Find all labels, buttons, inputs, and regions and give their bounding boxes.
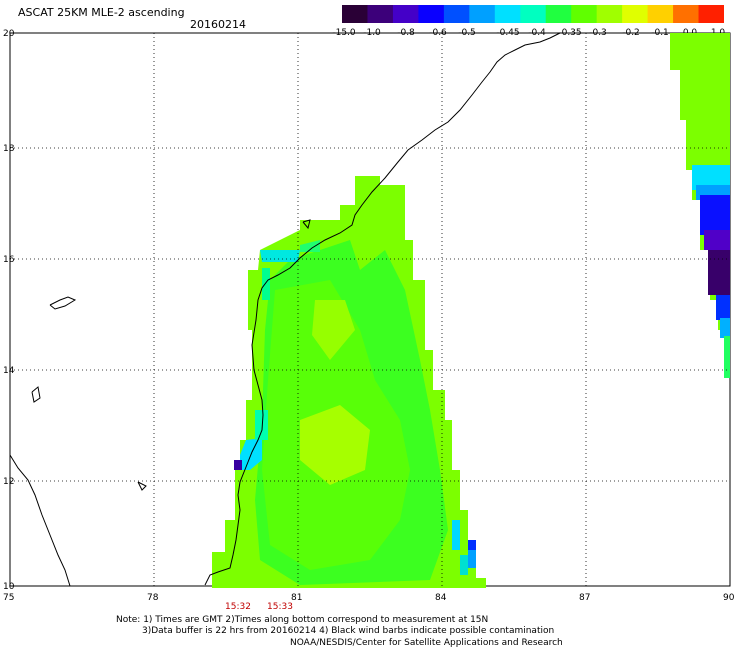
lat-label: 10 <box>3 582 15 592</box>
colorbar <box>342 5 724 23</box>
time-label: 15:33 <box>267 602 293 612</box>
colorbar-cell <box>367 5 394 23</box>
colorbar-cell <box>596 5 623 23</box>
lat-label: 12 <box>3 477 14 487</box>
colorbar-cell <box>443 5 470 23</box>
map-date: 20160214 <box>190 18 246 31</box>
lat-label: 14 <box>3 366 15 376</box>
coastline <box>9 32 561 587</box>
lon-label: 84 <box>435 593 447 603</box>
graticule <box>10 33 730 586</box>
colorbar-cells <box>342 5 724 23</box>
map-title: ASCAT 25KM MLE-2 ascending <box>18 6 185 19</box>
lon-labels: 75 78 81 84 87 90 <box>3 593 735 603</box>
lat-label: 20 <box>3 29 15 39</box>
colorbar-cell <box>342 5 368 23</box>
colorbar-cell <box>418 5 445 23</box>
colorbar-cell <box>392 5 419 23</box>
wind-swath-east <box>670 33 730 378</box>
notes: Note: 1) Times are GMT 2)Times along bot… <box>116 615 554 637</box>
colorbar-cell <box>494 5 521 23</box>
credit: NOAA/NESDIS/Center for Satellite Applica… <box>290 638 563 648</box>
colorbar-cell <box>545 5 572 23</box>
lon-label: 81 <box>291 593 302 603</box>
lon-label: 78 <box>147 593 159 603</box>
lon-label: 87 <box>579 593 590 603</box>
lat-label: 18 <box>3 144 15 154</box>
colorbar-cell <box>571 5 598 23</box>
lon-label: 90 <box>723 593 735 603</box>
lat-labels: 20 18 16 14 12 10 <box>3 29 15 592</box>
colorbar-cell <box>698 5 724 23</box>
lat-label: 16 <box>3 255 15 265</box>
colorbar-cell <box>469 5 496 23</box>
colorbar-cell <box>673 5 700 23</box>
colorbar-cell <box>622 5 649 23</box>
colorbar-cell <box>647 5 674 23</box>
wind-swath-main <box>212 176 486 588</box>
note-line-1: Note: 1) Times are GMT 2)Times along bot… <box>116 615 489 625</box>
time-label: 15:32 <box>225 602 251 612</box>
lon-label: 75 <box>3 593 14 603</box>
measurement-times: 15:32 15:33 <box>225 602 293 612</box>
note-line-2: 3)Data buffer is 22 hrs from 20160214 4)… <box>142 626 555 636</box>
colorbar-cell <box>520 5 547 23</box>
